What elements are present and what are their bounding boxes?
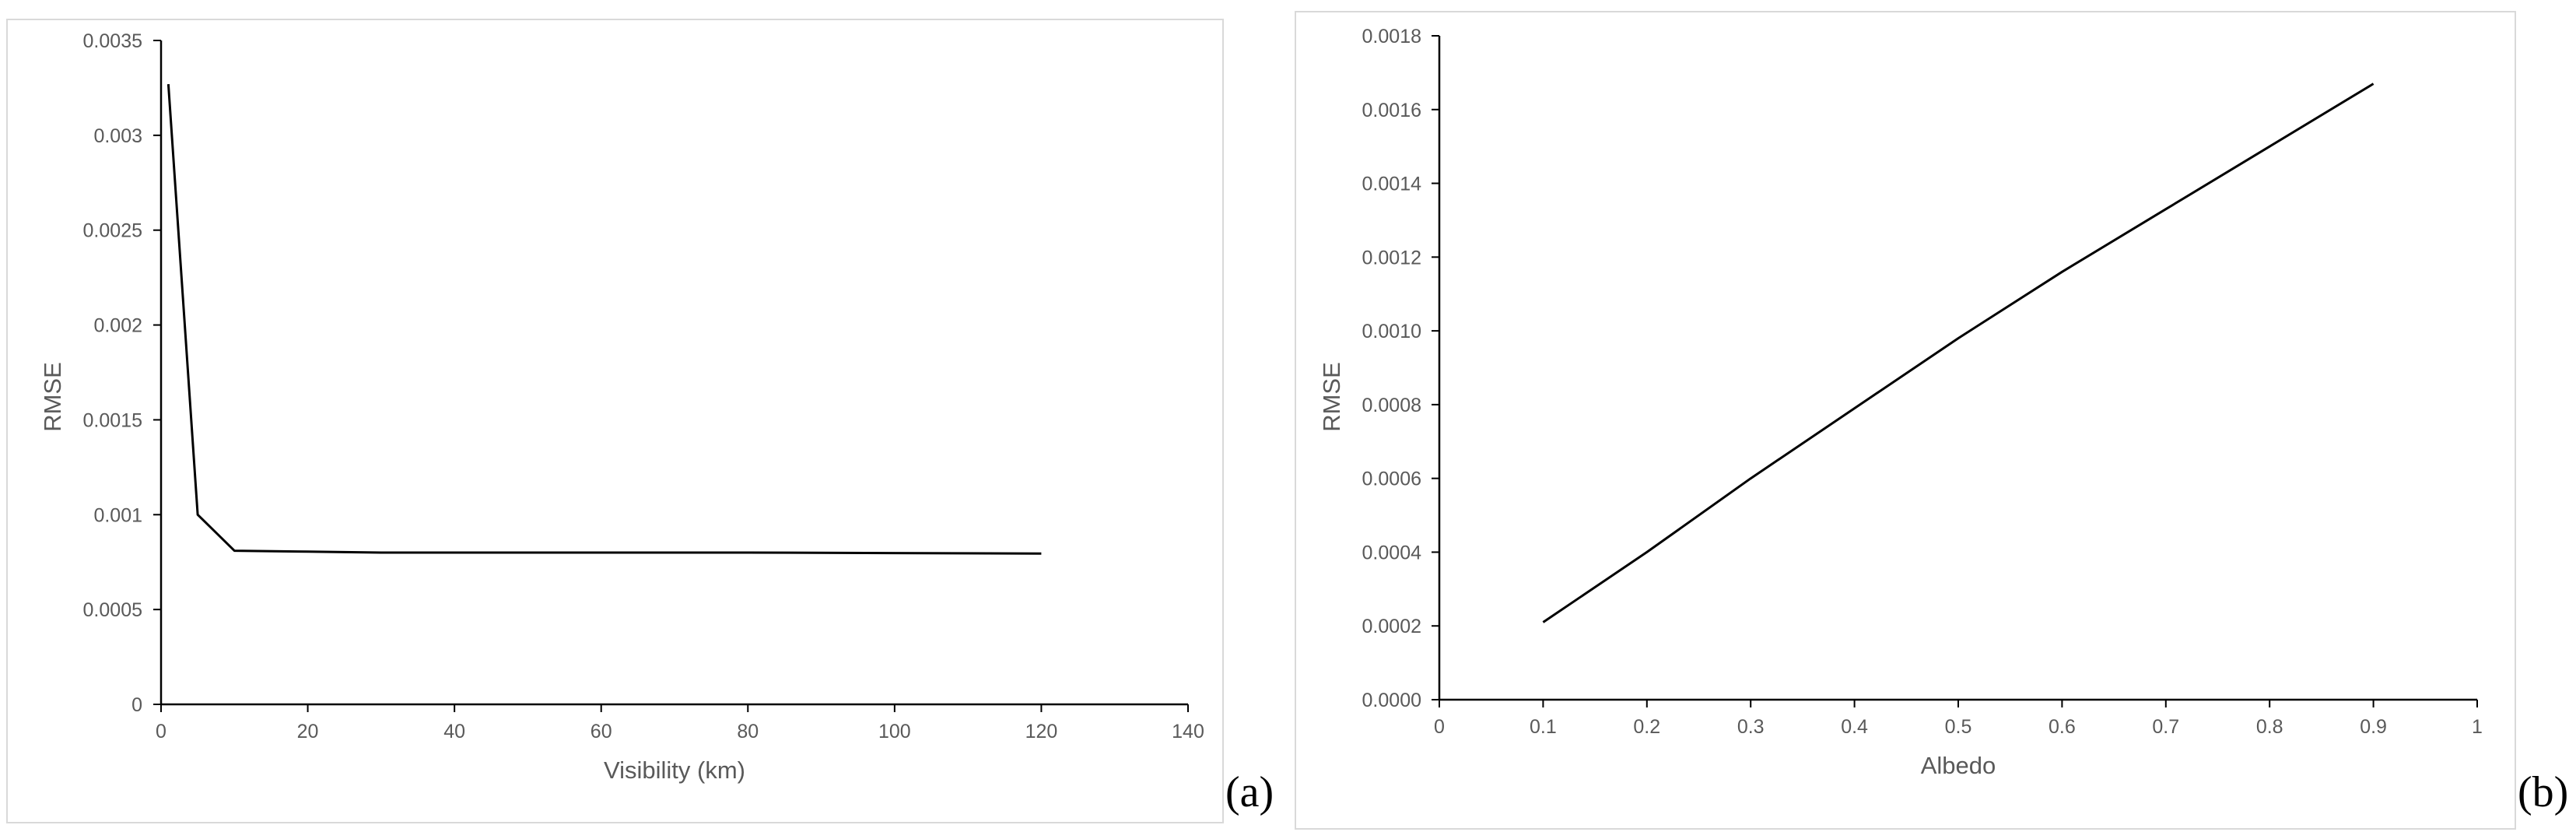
chart-panel-b [1295, 11, 2516, 830]
series-line-a-0 [166, 83, 1042, 555]
y-tick-label-b: 0.0006 [1362, 469, 1421, 490]
x-tick-label-b: 0.9 [2360, 716, 2387, 738]
y-tick-label-a: 0.003 [93, 125, 142, 147]
y-axis-title-b: RMSE [1318, 362, 1345, 432]
y-tick-label-b: 0.0010 [1362, 321, 1421, 342]
y-tick-label-a: 0.0005 [83, 599, 142, 621]
chart-panel-a [6, 19, 1224, 823]
x-tick-label-a: 0 [156, 721, 166, 742]
y-tick-label-a: 0 [131, 694, 142, 716]
x-tick-label-b: 0.6 [2049, 716, 2076, 738]
panel-label-a: (a) [1225, 768, 1274, 816]
x-tick-label-a: 20 [297, 721, 319, 742]
x-tick-label-b: 0 [1434, 716, 1445, 738]
x-axis-title-a: Visibility (km) [604, 757, 745, 784]
x-tick-label-a: 120 [1025, 721, 1058, 742]
y-tick-label-a: 0.0035 [83, 30, 142, 52]
chart-a: 0 0.0005 0.001 0.0015 0.002 0.0025 0.003 0.0035… [39, 30, 1204, 784]
y-tick-label-a: 0.0025 [83, 220, 142, 242]
x-tick-label-b: 0.5 [1945, 716, 1972, 738]
x-tick-label-a: 140 [1172, 721, 1204, 742]
x-tick-label-a: 60 [591, 721, 612, 742]
y-tick-label-b: 0.0018 [1362, 26, 1421, 47]
y-tick-label-a: 0.002 [93, 315, 142, 337]
y-tick-label-a: 0.001 [93, 504, 142, 526]
y-tick-label-b: 0.0014 [1362, 174, 1422, 195]
panel-label-b: (b) [2518, 768, 2569, 816]
y-tick-label-b: 0.0002 [1362, 616, 1421, 637]
x-tick-label-b: 0.7 [2152, 716, 2179, 738]
x-tick-label-b: 0.8 [2256, 716, 2283, 738]
y-tick-label-b: 0.0016 [1362, 100, 1421, 121]
y-tick-label-b: 0.0000 [1362, 690, 1421, 711]
y-tick-label-b: 0.0004 [1362, 542, 1422, 563]
y-tick-label-b: 0.0012 [1362, 247, 1421, 269]
chart-b: 0.0000 0.0002 0.0004 0.0006 0.0008 0.0010 0.00… [1318, 26, 2483, 779]
x-tick-label-a: 100 [878, 721, 911, 742]
y-axis-title-a: RMSE [39, 362, 66, 432]
x-tick-label-a: 40 [443, 721, 465, 742]
x-tick-label-b: 0.3 [1737, 716, 1765, 738]
series-line-b-0 [1542, 82, 2374, 623]
x-axis-title-b: Albedo [1921, 752, 1996, 779]
y-tick-label-b: 0.0008 [1362, 395, 1421, 416]
x-tick-label-a: 80 [737, 721, 759, 742]
x-tick-label-b: 0.4 [1841, 716, 1868, 738]
x-tick-label-b: 1 [2472, 716, 2483, 738]
x-tick-label-b: 0.2 [1633, 716, 1660, 738]
y-tick-label-a: 0.0015 [83, 409, 142, 431]
x-tick-label-b: 0.1 [1530, 716, 1557, 738]
